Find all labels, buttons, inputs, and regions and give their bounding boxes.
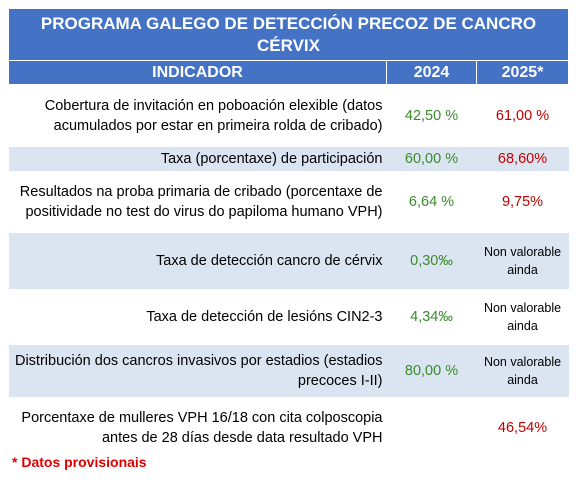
indicator-cell: Resultados na proba primaria de cribado … [8, 170, 387, 233]
value-2024-cell: 60,00 % [386, 146, 477, 171]
value-2025-cell: 68,60% [476, 146, 569, 171]
table-row: Taxa de detección cancro de cérvix 0,30‰… [8, 232, 569, 289]
table-row: Resultados na proba primaria de cribado … [8, 170, 569, 233]
indicator-cell: Distribución dos cancros invasivos por e… [8, 344, 387, 397]
value-2025-cell: 61,00 % [476, 84, 569, 147]
value-2024-cell: 0,30‰ [386, 232, 477, 289]
value-2025-cell: 9,75% [476, 170, 569, 233]
header-2024: 2024 [386, 60, 477, 85]
indicator-cell: Taxa (porcentaxe) de participación [8, 146, 387, 171]
table-row: Cobertura de invitación en poboación ele… [8, 84, 569, 147]
table-row: Taxa de detección de lesións CIN2-3 4,34… [8, 288, 569, 345]
table-title: PROGRAMA GALEGO DE DETECCIÓN PRECOZ DE C… [7, 8, 570, 61]
table-row: Distribución dos cancros invasivos por e… [8, 344, 569, 397]
value-2025-cell: Non valorable ainda [476, 232, 569, 289]
indicator-table: PROGRAMA GALEGO DE DETECCIÓN PRECOZ DE C… [7, 8, 570, 459]
value-2025-cell: Non valorable ainda [476, 344, 569, 397]
indicator-table-container: PROGRAMA GALEGO DE DETECCIÓN PRECOZ DE C… [7, 8, 570, 459]
value-2025-cell: Non valorable ainda [476, 288, 569, 345]
header-indicator: INDICADOR [8, 60, 387, 85]
value-2025-cell: 46,54% [476, 396, 569, 459]
indicator-cell: Taxa de detección de lesións CIN2-3 [8, 288, 387, 345]
value-2024-cell [386, 396, 477, 459]
footnote: * Datos provisionais [12, 454, 147, 470]
indicator-cell: Cobertura de invitación en poboación ele… [8, 84, 387, 147]
table-row: Taxa (porcentaxe) de participación 60,00… [8, 146, 569, 171]
value-2024-cell: 4,34‰ [386, 288, 477, 345]
indicator-cell: Taxa de detección cancro de cérvix [8, 232, 387, 289]
indicator-cell: Porcentaxe de mulleres VPH 16/18 con cit… [8, 396, 387, 459]
title-row: PROGRAMA GALEGO DE DETECCIÓN PRECOZ DE C… [7, 8, 570, 61]
value-2024-cell: 80,00 % [386, 344, 477, 397]
table-row: Porcentaxe de mulleres VPH 16/18 con cit… [8, 396, 569, 459]
value-2024-cell: 42,50 % [386, 84, 477, 147]
value-2024-cell: 6,64 % [386, 170, 477, 233]
header-row: INDICADOR 2024 2025* [8, 60, 570, 85]
header-2025: 2025* [475, 60, 570, 85]
